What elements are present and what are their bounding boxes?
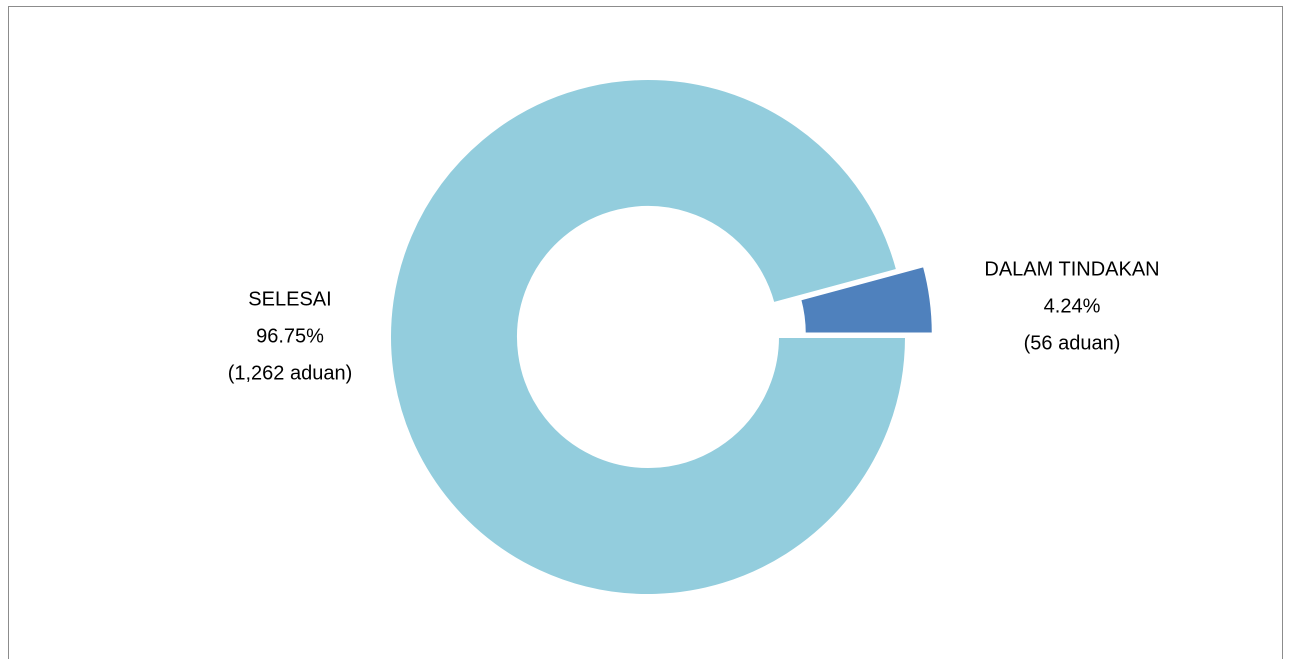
donut-slice [389,78,908,596]
slice-count-label: (56 aduan) [1024,332,1121,354]
donut-slice [799,264,934,335]
slice-value-label: 96.75% [256,325,324,347]
slice-value-label: 4.24% [1044,295,1101,317]
slice-category-label: DALAM TINDAKAN [984,258,1159,280]
slice-category-label: SELESAI [248,288,331,310]
slice-count-label: (1,262 aduan) [228,362,353,384]
